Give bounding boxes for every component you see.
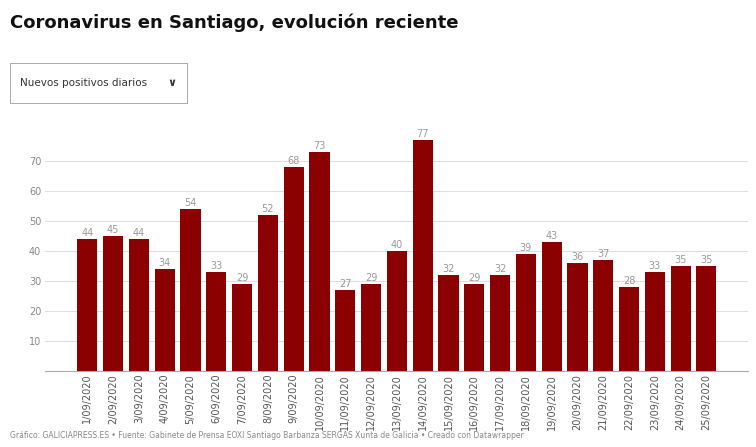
- Text: 43: 43: [546, 231, 558, 240]
- Text: 37: 37: [597, 249, 609, 258]
- Text: 32: 32: [442, 264, 454, 274]
- Text: 35: 35: [700, 255, 713, 265]
- Bar: [155, 269, 175, 371]
- Bar: [284, 167, 304, 371]
- Text: 40: 40: [391, 240, 403, 249]
- Text: 35: 35: [674, 255, 686, 265]
- Bar: [438, 275, 459, 371]
- Bar: [464, 284, 485, 371]
- Bar: [309, 152, 330, 371]
- Text: 32: 32: [494, 264, 507, 274]
- Text: 29: 29: [468, 273, 481, 283]
- Bar: [77, 239, 98, 371]
- Bar: [181, 209, 200, 371]
- Text: Nuevos positivos diarios: Nuevos positivos diarios: [20, 78, 147, 88]
- Text: 54: 54: [184, 198, 197, 207]
- Text: 52: 52: [262, 203, 274, 214]
- Bar: [335, 290, 355, 371]
- Bar: [103, 236, 123, 371]
- Bar: [387, 251, 407, 371]
- Text: 44: 44: [81, 228, 94, 238]
- Bar: [645, 272, 665, 371]
- Text: 29: 29: [365, 273, 377, 283]
- Bar: [516, 254, 536, 371]
- Bar: [232, 284, 253, 371]
- Bar: [541, 242, 562, 371]
- Text: Coronavirus en Santiago, evolución reciente: Coronavirus en Santiago, evolución recie…: [10, 13, 458, 32]
- Text: 39: 39: [519, 243, 532, 253]
- Text: 44: 44: [133, 228, 145, 238]
- Bar: [568, 263, 587, 371]
- Bar: [593, 260, 613, 371]
- Text: 68: 68: [287, 156, 300, 166]
- Text: 36: 36: [572, 252, 584, 261]
- Text: 33: 33: [210, 261, 222, 270]
- Bar: [361, 284, 381, 371]
- Bar: [490, 275, 510, 371]
- Text: ∨: ∨: [167, 78, 176, 88]
- Text: 73: 73: [313, 141, 326, 151]
- Bar: [413, 140, 432, 371]
- Text: 27: 27: [339, 278, 352, 289]
- Bar: [619, 287, 639, 371]
- Text: Gráfico: GALICIAPRESS.ES • Fuente: Gabinete de Prensa EOXI Santiago Barbanza SER: Gráfico: GALICIAPRESS.ES • Fuente: Gabin…: [10, 431, 524, 440]
- Text: 33: 33: [649, 261, 661, 270]
- Text: 29: 29: [236, 273, 248, 283]
- Text: 34: 34: [159, 257, 171, 268]
- Bar: [696, 266, 717, 371]
- Text: 45: 45: [107, 224, 119, 235]
- Bar: [671, 266, 691, 371]
- Text: 28: 28: [623, 275, 635, 286]
- Bar: [206, 272, 226, 371]
- Bar: [258, 215, 278, 371]
- Text: 77: 77: [417, 129, 429, 139]
- Bar: [129, 239, 149, 371]
